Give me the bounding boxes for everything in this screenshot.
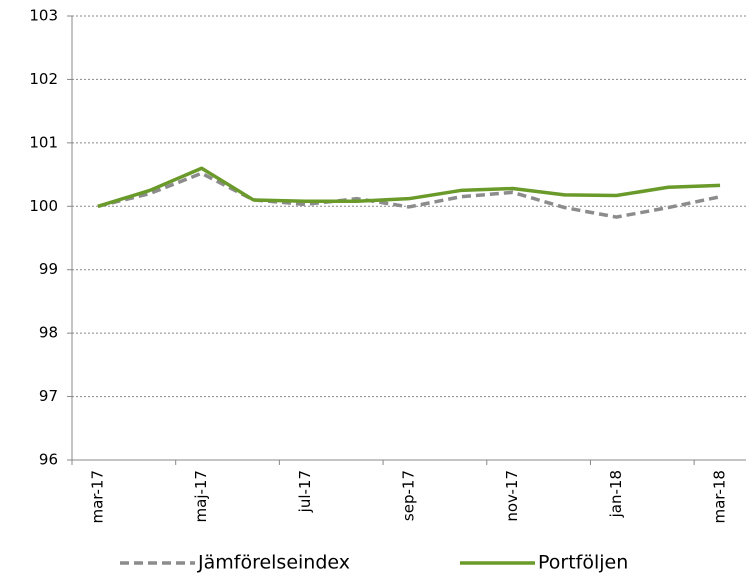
x-tick-label: mar-18 (711, 470, 729, 524)
y-tick-label: 101 (29, 133, 58, 151)
y-tick-label: 98 (39, 324, 58, 342)
y-tick-label: 99 (39, 260, 58, 278)
y-tick-label: 103 (29, 7, 58, 25)
x-tick-label: maj-17 (192, 470, 210, 522)
x-tick-label: sep-17 (400, 470, 418, 521)
legend-label: Jämförelseindex (197, 552, 350, 574)
x-tick-label: jul-17 (296, 470, 314, 513)
x-tick-label: mar-17 (88, 470, 106, 524)
x-tick-label: jan-18 (607, 470, 625, 518)
data-line (97, 171, 721, 219)
data-line (97, 166, 721, 208)
legend-label: Portföljen (538, 552, 628, 574)
y-tick-label: 102 (29, 70, 58, 88)
y-tick-label: 96 (39, 451, 58, 469)
x-tick-label: nov-17 (503, 470, 521, 522)
y-tick-label: 100 (29, 197, 58, 215)
y-tick-label: 97 (39, 387, 58, 405)
